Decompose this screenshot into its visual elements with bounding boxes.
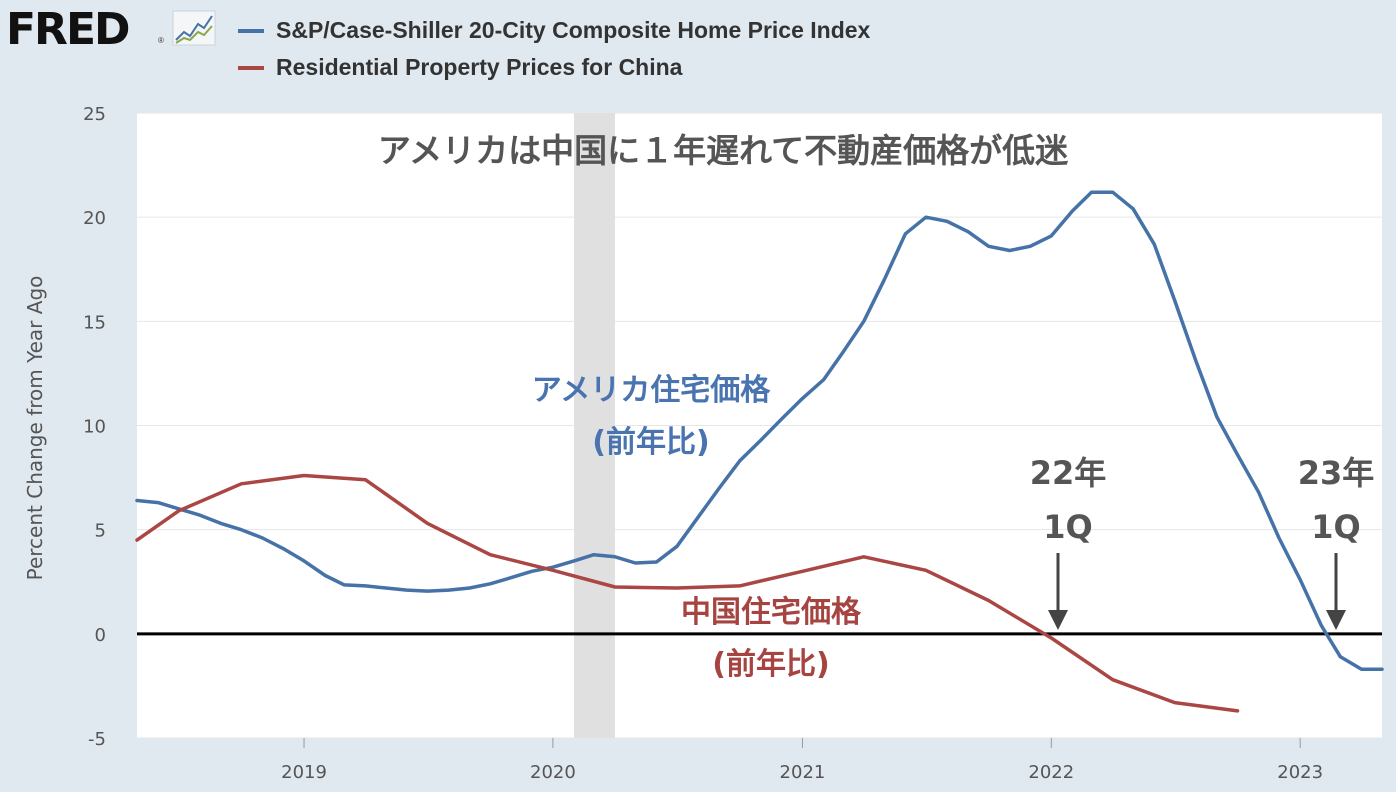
legend-label: S&P/Case-Shiller 20-City Composite Home … (276, 17, 871, 43)
fred-logo[interactable]: FRED (6, 4, 131, 55)
annotation-china-line1: 中国住宅価格 (681, 595, 862, 630)
x-tick-label: 2020 (530, 762, 576, 783)
x-tick-label: 2022 (1028, 762, 1074, 783)
legend-item-case-shiller[interactable]: S&P/Case-Shiller 20-City Composite Home … (238, 12, 870, 49)
y-tick-label: 0 (95, 625, 106, 646)
series-line-china[interactable] (135, 473, 1240, 713)
y-tick-label: 10 (83, 417, 106, 438)
y-axis-label: Percent Change from Year Ago (23, 276, 47, 581)
y-tick-label: 25 (83, 104, 106, 125)
annotation-marker-2022-line1: 22年 (1030, 454, 1107, 492)
annotation-us-line2: (前年比) (592, 425, 709, 460)
arrow-down-icon (1048, 553, 1068, 630)
header: FRED ® S&P/Case-Shiller 20-City Composit… (0, 0, 1396, 95)
x-tick-label: 2023 (1277, 762, 1323, 783)
y-tick-label: -5 (88, 729, 106, 750)
x-axis-ticks: 2019 2020 2021 2022 2023 (281, 738, 1323, 783)
x-tick-label: 2021 (780, 762, 826, 783)
legend: S&P/Case-Shiller 20-City Composite Home … (238, 12, 870, 86)
y-tick-label: 20 (83, 208, 106, 229)
registered-mark: ® (158, 36, 164, 45)
annotation-china-line2: (前年比) (712, 647, 829, 682)
annotation-us-line1: アメリカ住宅価格 (532, 373, 771, 408)
line-chart-icon (172, 10, 216, 46)
legend-swatch (238, 65, 264, 70)
y-tick-label: 15 (83, 312, 106, 333)
series-layer (135, 190, 1384, 713)
legend-swatch (238, 28, 264, 33)
y-axis-ticks: -5 0 5 10 15 20 25 (83, 104, 106, 750)
annotation-marker-2023-line1: 23年 (1298, 454, 1375, 492)
x-tick-label: 2019 (281, 762, 327, 783)
series-line-case-shiller[interactable] (135, 190, 1384, 672)
legend-item-china[interactable]: Residential Property Prices for China (238, 49, 870, 86)
y-tick-label: 5 (95, 521, 106, 542)
annotation-marker-2023-line2: 1Q (1311, 508, 1360, 546)
annotation-title: アメリカは中国に１年遅れて不動産価格が低迷 (378, 131, 1069, 170)
arrow-down-icon (1326, 553, 1346, 630)
legend-label: Residential Property Prices for China (276, 54, 683, 80)
annotation-marker-2022-line2: 1Q (1043, 508, 1092, 546)
